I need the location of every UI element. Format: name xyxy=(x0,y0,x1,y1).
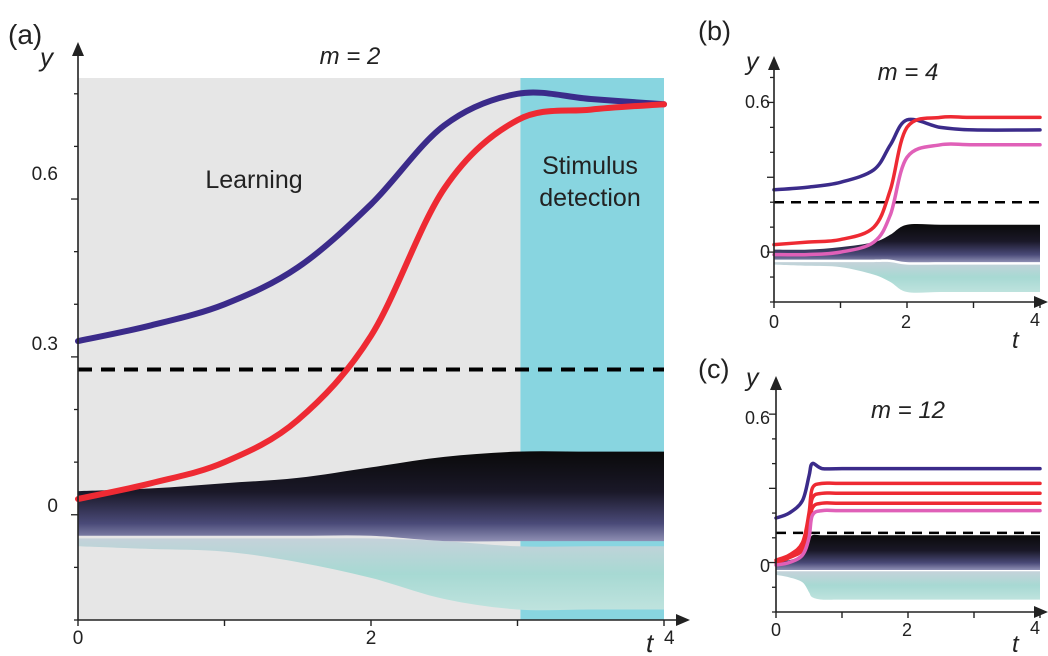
y-tick-label-0: 0 xyxy=(760,242,770,262)
y-tick-label-2: 0.6 xyxy=(32,164,58,185)
series-line-red xyxy=(772,114,1042,247)
chart-title: m = 12 xyxy=(871,397,945,424)
series-line-blue xyxy=(772,117,1042,192)
light-band xyxy=(78,538,664,611)
detection-label-line2: detection xyxy=(539,184,640,212)
x-axis-arrow xyxy=(1034,296,1048,308)
chart-title: m = 2 xyxy=(320,43,381,70)
axes xyxy=(71,42,690,626)
x-tick-label-2: 4 xyxy=(1030,310,1040,330)
light-band xyxy=(776,571,1040,600)
y-axis-label: y xyxy=(744,48,760,76)
dark-band xyxy=(776,534,1040,570)
series-line-red-1 xyxy=(774,481,1042,562)
x-tick-label-1: 2 xyxy=(901,312,911,332)
x-axis-arrow xyxy=(676,614,690,626)
y-tick-label-1: 0.3 xyxy=(32,334,58,355)
panel-label: (c) xyxy=(698,354,729,384)
panel-a: (a) m = 2 y t 0 0.3 0.6 0 2 4 Learning S… xyxy=(8,19,690,656)
detection-label-line1: Stimulus xyxy=(542,152,638,180)
series-line-red-3 xyxy=(774,501,1042,565)
light-band xyxy=(774,261,1040,293)
y-tick-label-1: 0.6 xyxy=(745,408,770,428)
x-axis-arrow xyxy=(1034,606,1048,618)
x-tick-label-0: 0 xyxy=(769,312,779,332)
series-line-pink xyxy=(774,508,1042,567)
panel-b: (b) m = 4 y t 0 0.6 0 2 4 xyxy=(698,16,1048,354)
x-axis-label: t xyxy=(1012,631,1020,656)
y-axis-arrow xyxy=(768,56,780,70)
learning-label: Learning xyxy=(205,166,302,194)
axes xyxy=(769,376,1048,618)
chart-title: m = 4 xyxy=(878,59,939,86)
panel-label: (a) xyxy=(8,19,42,50)
y-axis-label: y xyxy=(744,364,760,392)
x-axis-label: t xyxy=(1012,327,1020,354)
x-tick-label-1: 2 xyxy=(366,628,377,649)
x-tick-label-2: 4 xyxy=(1030,618,1040,638)
series-line-blue xyxy=(75,89,667,345)
y-axis-arrow xyxy=(72,42,84,56)
x-tick-label-2: 4 xyxy=(664,628,675,649)
x-tick-label-0: 0 xyxy=(771,620,781,640)
series-line-blue xyxy=(774,461,1042,520)
x-tick-label-0: 0 xyxy=(73,628,84,649)
panel-label: (b) xyxy=(698,16,731,46)
dark-band xyxy=(78,451,664,542)
x-axis-label: t xyxy=(646,628,655,656)
y-axis-label: y xyxy=(38,42,55,72)
axes xyxy=(767,56,1048,308)
x-tick-label-1: 2 xyxy=(902,620,912,640)
y-tick-label-0: 0 xyxy=(760,556,770,576)
series-line-red xyxy=(75,101,667,502)
panel-c: (c) m = 12 y t 0 0.6 0 2 4 xyxy=(698,354,1048,656)
y-tick-label-0: 0 xyxy=(47,496,58,517)
y-axis-arrow xyxy=(770,376,782,390)
y-tick-label-1: 0.6 xyxy=(745,92,770,112)
series-line-pink xyxy=(772,142,1042,257)
